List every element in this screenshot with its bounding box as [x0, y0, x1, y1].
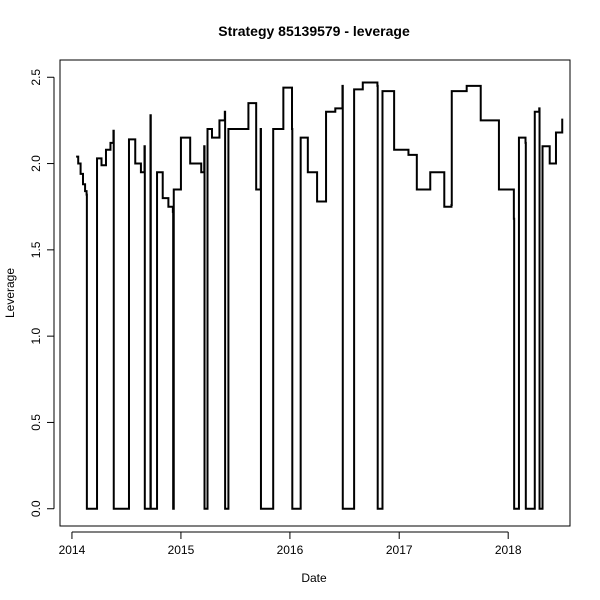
y-tick-label: 2.5 [29, 69, 43, 86]
plot-frame [59, 59, 571, 527]
y-tick-label: 1.5 [29, 241, 43, 258]
x-axis: 2014 2015 2016 2017 2018 [59, 531, 522, 557]
y-tick-label: 0.5 [29, 414, 43, 431]
y-tick-label: 0.0 [29, 500, 43, 517]
x-tick-label: 2014 [59, 543, 86, 557]
chart-title: Strategy 85139579 - leverage [218, 23, 410, 39]
x-tick-label: 2017 [386, 543, 413, 557]
x-tick-label: 2016 [277, 543, 304, 557]
x-axis-label: Date [301, 571, 327, 585]
y-tick-label: 2.0 [29, 155, 43, 172]
x-tick-label: 2015 [168, 543, 195, 557]
y-tick-label: 1.0 [29, 327, 43, 344]
x-tick-label: 2018 [495, 543, 522, 557]
series-layer [76, 81, 564, 510]
y-axis: 0.0 0.5 1.0 1.5 2.0 2.5 [29, 69, 55, 517]
y-axis-label: Leverage [3, 268, 17, 318]
leverage-series-line [76, 81, 564, 510]
